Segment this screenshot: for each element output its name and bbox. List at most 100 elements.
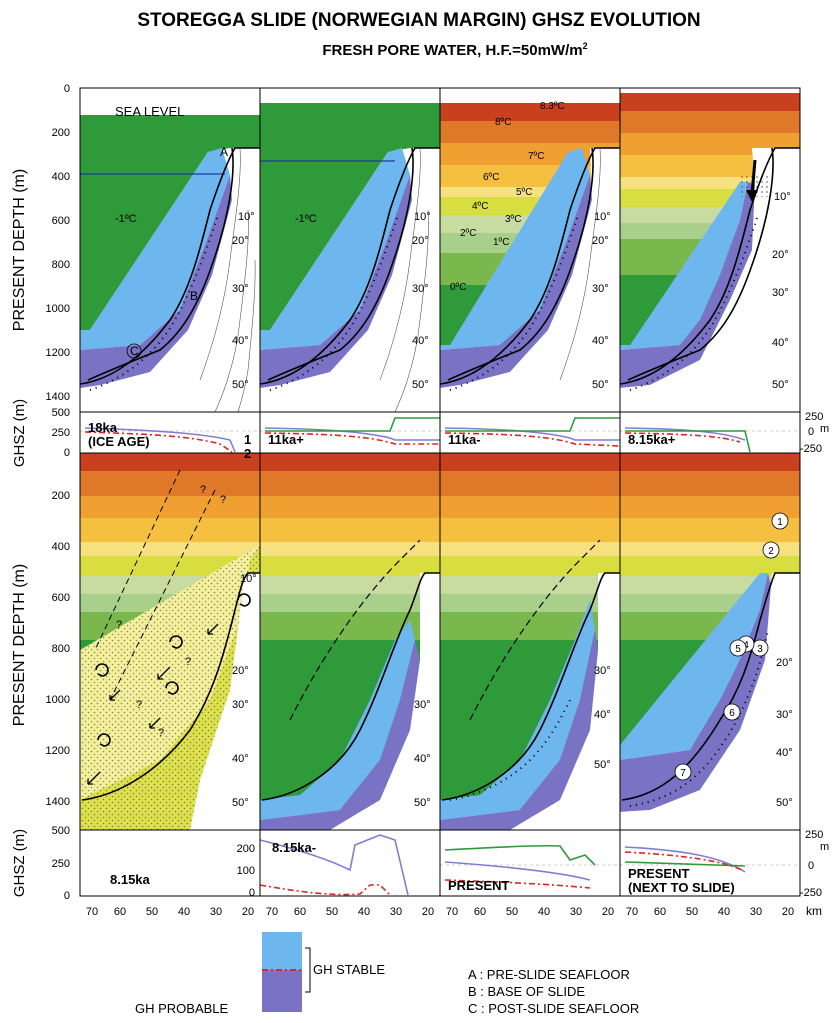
seafloor-temp: 40° <box>594 709 611 721</box>
depth-tick: 600 <box>52 215 70 227</box>
depth-axis-label-top: PRESENT DEPTH (m) <box>11 169 28 331</box>
panel-present <box>440 453 620 830</box>
stage-label-11ka-minus: 11ka- <box>448 432 481 447</box>
circled-number: 3 <box>757 644 763 655</box>
seafloor-temp: 40° <box>776 747 793 759</box>
stage-label-present-next: PRESENT <box>628 866 689 881</box>
x-ticks: 70 60 50 40 30 20 70 60 50 40 30 20 70 6… <box>86 906 794 918</box>
ghsz-ticks-left-bottom: 500 250 0 <box>52 825 70 902</box>
ghsz-right-tick: -250 <box>800 887 822 899</box>
seafloor-temp: 40° <box>772 337 789 349</box>
flow-arrows <box>87 623 219 785</box>
seafloor-temps-top: 10° 20° 30° 40° 50° 10° 20° 30° 40° 50° … <box>232 191 791 391</box>
ghsz-tick: 250 <box>52 858 70 870</box>
circled-number: 1 <box>777 517 783 528</box>
point-label-a: A <box>220 145 228 159</box>
legend-swatch-probable <box>262 970 302 1012</box>
x-tick: 70 <box>86 906 98 918</box>
depth-tick: 1400 <box>46 391 70 403</box>
x-tick: 30 <box>570 906 582 918</box>
stage-label-11ka-plus: 11ka+ <box>268 432 304 447</box>
panel-11ka-plus <box>260 88 440 412</box>
depth-tick: 200 <box>52 490 70 502</box>
x-tick: 50 <box>146 906 158 918</box>
x-tick: 50 <box>326 906 338 918</box>
x-tick: 40 <box>538 906 550 918</box>
seafloor-temp: 10° <box>414 211 431 223</box>
seafloor-temp: 30° <box>776 709 793 721</box>
arrow-icon <box>109 689 121 701</box>
ghsz-inner-tick: 200 <box>237 843 255 855</box>
question-mark: ? <box>200 484 206 496</box>
circled-number: 7 <box>680 768 686 779</box>
circled-number: 2 <box>768 546 774 557</box>
seafloor-temp: 50° <box>232 379 249 391</box>
water-temp-label: -1ºC <box>115 213 137 225</box>
x-tick: 60 <box>654 906 666 918</box>
water-temp: 6ºC <box>483 172 499 183</box>
seafloor-temp: 20° <box>412 235 429 247</box>
ghsz-axis-label-bottom: GHSZ (m) <box>11 829 28 897</box>
ghsz-ticks-left-top: 500 250 0 <box>52 407 70 459</box>
sea-level-label: SEA LEVEL <box>115 104 184 119</box>
x-tick: 60 <box>294 906 306 918</box>
x-tick: 20 <box>422 906 434 918</box>
circled-number: 4 <box>743 640 749 651</box>
circled-numbers: 1 2 3 4 5 6 7 <box>674 512 789 781</box>
depth-tick: 0 <box>64 83 70 95</box>
x-tick: 70 <box>626 906 638 918</box>
water-temps-present: 8.3ºC 8ºC 7ºC 6ºC 5ºC 4ºC 3ºC 2ºC 1ºC 0º… <box>450 101 565 293</box>
seafloor-temp: 20° <box>772 249 789 261</box>
panel-8.15ka <box>80 453 260 830</box>
seafloor-temps-bottom: 10° 20° 30° 40° 50° 30° 40° 50° 30° 40° … <box>232 573 793 809</box>
legend-bracket <box>305 947 311 993</box>
seafloor-temp: 30° <box>772 287 789 299</box>
x-axis-unit: km <box>806 904 822 918</box>
seafloor-temp: 30° <box>232 283 249 295</box>
seafloor-temp: 30° <box>414 699 431 711</box>
ghsz-axis-label-top: GHSZ (m) <box>11 399 28 467</box>
arrow-icon <box>207 623 219 635</box>
ghsz-tick: 250 <box>52 427 70 439</box>
seafloor-temp: 50° <box>594 759 611 771</box>
x-tick: 30 <box>210 906 222 918</box>
panel-18ka <box>80 88 260 412</box>
seafloor-temp: 30° <box>232 699 249 711</box>
swirl-icon <box>237 593 251 607</box>
x-tick: 30 <box>390 906 402 918</box>
depth-ticks-bottom: 200 400 600 800 1000 1200 1400 <box>46 490 70 808</box>
legend: GH STABLE GH PROBABLE A : PRE-SLIDE SEAF… <box>135 932 639 1016</box>
seafloor-temp: 50° <box>776 797 793 809</box>
circled-number: 5 <box>735 644 741 655</box>
panel-8.15ka-minus <box>260 453 440 830</box>
x-tick: 40 <box>718 906 730 918</box>
depth-tick: 800 <box>52 259 70 271</box>
panel-present-next-to-slide <box>620 453 800 830</box>
swirl-icon <box>95 663 109 677</box>
circled-number: 6 <box>729 708 735 719</box>
legend-a: A : PRE-SLIDE SEAFLOOR <box>468 967 630 982</box>
depth-tick: 800 <box>52 643 70 655</box>
water-temp: 5ºC <box>516 187 532 198</box>
x-tick: 20 <box>602 906 614 918</box>
arrow-icon <box>87 771 101 785</box>
ghsz-inner-tick: 0 <box>249 887 255 899</box>
question-mark: ? <box>220 494 226 506</box>
ghsz-tick: 500 <box>52 407 70 419</box>
x-tick: 20 <box>782 906 794 918</box>
seafloor-temp: 30° <box>594 665 611 677</box>
question-mark: ? <box>136 699 142 711</box>
x-tick: 60 <box>474 906 486 918</box>
arrow-icon <box>157 666 171 680</box>
right-axis-unit: m <box>820 841 829 853</box>
ghsz-inner-tick: 100 <box>237 865 255 877</box>
depth-tick: 1000 <box>46 694 70 706</box>
point-label-b: B <box>190 289 198 303</box>
panel-8.15ka-plus <box>620 88 800 412</box>
panel-borders <box>79 87 801 897</box>
seafloor-temp: 50° <box>232 797 249 809</box>
seafloor-temp: 10° <box>238 211 255 223</box>
depth-tick: 200 <box>52 127 70 139</box>
x-tick: 30 <box>750 906 762 918</box>
